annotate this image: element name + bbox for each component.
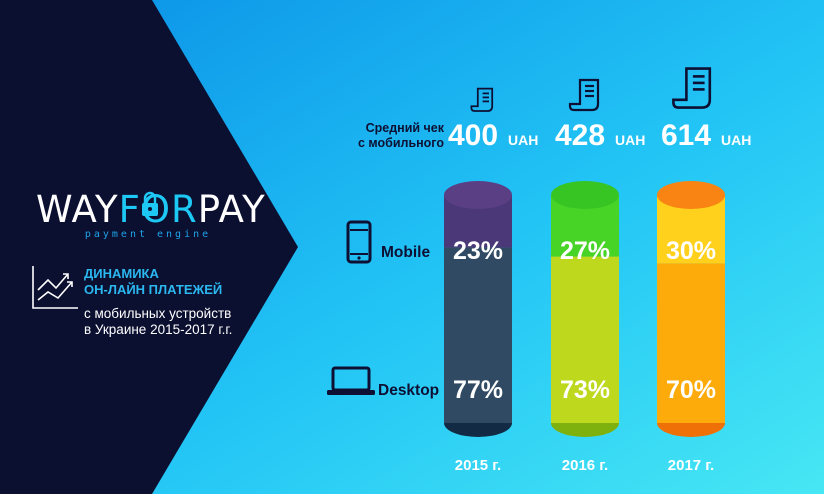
avg-check-values: 400 UAH 428 UAH 614 UAH <box>448 119 751 152</box>
smartphone-icon <box>346 220 372 264</box>
brand-tagline: payment engine <box>84 229 212 240</box>
headline-subtitle: с мобильных устройств в Украине 2015-201… <box>84 306 232 338</box>
mobile-percent-label: 30% <box>666 237 716 265</box>
desktop-percent-label: 77% <box>453 376 503 404</box>
desktop-percent-label: 73% <box>560 376 610 404</box>
receipt-icon <box>672 67 712 109</box>
bar-desktop-segment <box>444 247 512 423</box>
brand-name-accent: FOR <box>118 188 198 231</box>
bar-top-cap <box>551 181 619 209</box>
year-tick-label: 2016 г. <box>562 457 608 474</box>
brand-logo: WAYFORPAY <box>36 188 266 231</box>
headline-subtitle-line2: в Украине 2015-2017 г.г. <box>84 322 233 337</box>
desktop-percent-label: 70% <box>666 376 716 404</box>
avg-check-value: 614 <box>661 119 711 152</box>
avg-check-currency: UAH <box>721 132 751 148</box>
headline-title: ДИНАМИКА ОН-ЛАЙН ПЛАТЕЖЕЙ <box>84 266 222 298</box>
headline-subtitle-line1: с мобильных устройств <box>84 306 232 321</box>
bar-top-cap <box>444 181 512 209</box>
year-tick-label: 2017 г. <box>668 457 714 474</box>
mobile-percent-label: 27% <box>560 237 610 265</box>
bar-desktop-segment <box>551 256 619 423</box>
avg-check-label-line1: Средний чек <box>365 121 444 135</box>
avg-check-value: 400 <box>448 119 498 152</box>
bar-desktop-segment <box>657 263 725 423</box>
growth-chart-icon <box>32 266 78 309</box>
desktop-row-label: Desktop <box>378 382 440 399</box>
bar-column: 30% 70% 2017 г. <box>657 181 725 474</box>
bar-top-cap <box>657 181 725 209</box>
laptop-icon <box>327 366 375 395</box>
year-tick-label: 2015 г. <box>455 457 501 474</box>
avg-check-label: Средний чек с мобильного <box>340 121 444 151</box>
mobile-row-label: Mobile <box>381 244 431 261</box>
avg-check-value: 428 <box>555 119 605 152</box>
headline-title-line1: ДИНАМИКА <box>84 266 159 281</box>
bar-column: 23% 77% 2015 г. <box>444 181 512 474</box>
receipt-icon <box>470 87 494 112</box>
brand-name-right: PAY <box>197 188 266 231</box>
mobile-percent-label: 23% <box>453 237 503 265</box>
stacked-bar-chart: 23% 77% 2015 г. 27% 73% 2016 г. 30% 70% 2017 г. <box>444 181 725 474</box>
headline-title-line2: ОН-ЛАЙН ПЛАТЕЖЕЙ <box>84 282 223 297</box>
padlock-icon <box>142 191 158 216</box>
receipt-icon <box>568 78 600 112</box>
bar-column: 27% 73% 2016 г. <box>551 181 619 474</box>
avg-check-label-line2: с мобильного <box>357 136 444 150</box>
avg-check-currency: UAH <box>508 132 538 148</box>
left-panel <box>0 0 298 494</box>
brand-name-left: WAY <box>36 188 119 231</box>
avg-check-currency: UAH <box>615 132 645 148</box>
